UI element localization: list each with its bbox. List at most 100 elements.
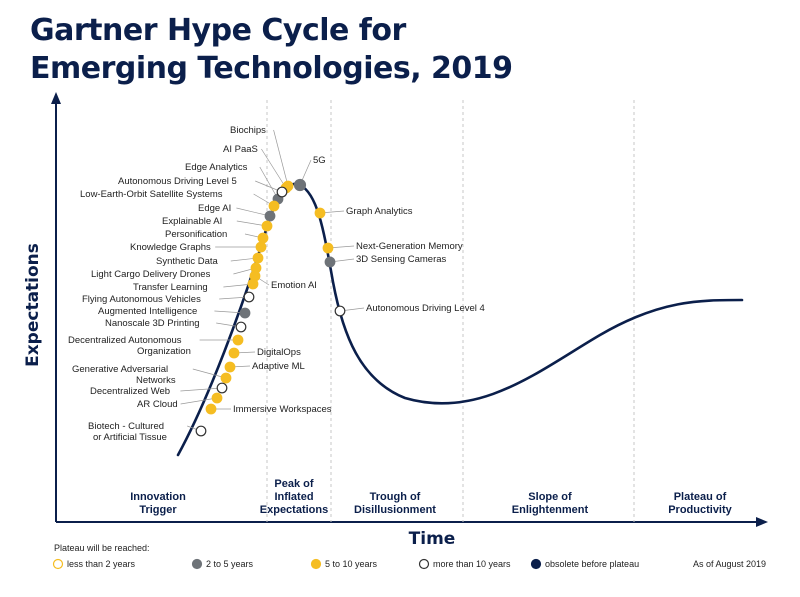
tech-label-generative-adversarial-networks: Generative Adversarial Networks [72,364,176,386]
tech-label-line-2: or Artificial Tissue [93,432,167,443]
tech-label-line-2: Organization [137,346,191,357]
axes: Expectations Time [23,92,768,549]
leader-edge-ai [236,207,271,217]
legend-marker-5-to-10-years [310,558,322,570]
tech-marker-generative-adversarial-networks [220,372,232,384]
as-of-note: As of August 2019 [693,559,766,569]
tech-marker-autonomous-driving-level-5 [276,186,288,198]
phase-label-line: Trough of [370,491,421,503]
chart-title-line-1: Gartner Hype Cycle for [30,13,406,48]
tech-label-decentralized-web: Decentralized Web [90,386,170,397]
tech-marker-augmented-intelligence [239,307,251,319]
leader-ai-paas [261,148,287,189]
phase-label-line: Productivity [668,504,732,516]
tech-label-ai-paas: AI PaaS [223,144,258,155]
tech-label-edge-ai: Edge AI [198,203,231,214]
tech-label-personification: Personification [165,229,227,240]
legend-label-obsolete-before-plateau: obsolete before plateau [545,559,639,569]
tech-label-nanoscale-3d-printing: Nanoscale 3D Printing [105,318,200,329]
tech-label-knowledge-graphs: Knowledge Graphs [130,242,211,253]
tech-marker-adaptive-ml [224,361,236,373]
tech-marker-synthetic-data [252,252,264,264]
legend-marker-less-than-2-years [52,558,64,570]
tech-label-3d-sensing-cameras: 3D Sensing Cameras [356,254,447,265]
leader-biochips [273,129,289,187]
tech-label-immersive-workspaces: Immersive Workspaces [233,404,332,415]
tech-label-decentralized-autonomous-organization: Decentralized Autonomous Organization [68,335,191,357]
phase-label-line: Enlightenment [512,504,589,516]
phase-label-line: Slope of [528,491,572,503]
phase-labels: Innovation Trigger Peak of Inflated Expectat… [130,478,732,516]
tech-marker-biotech-cultured-or-artificial-tissue [195,425,207,437]
tech-label-autonomous-driving-level-5: Autonomous Driving Level 5 [118,176,237,187]
phase-label-line: Peak of [274,478,313,490]
tech-label-emotion-ai: Emotion AI [271,280,317,291]
tech-label-5g: 5G [313,155,326,166]
tech-marker-immersive-workspaces [205,403,217,415]
tech-label-edge-analytics: Edge Analytics [185,162,248,173]
tech-marker-explainable-ai [261,220,273,232]
tech-label-autonomous-driving-level-4: Autonomous Driving Level 4 [366,303,485,314]
x-axis-title: Time [409,529,456,549]
tech-marker-flying-autonomous-vehicles [243,291,255,303]
chart-title: Gartner Hype Cycle for Emerging Technolo… [30,12,513,88]
leader-ar-cloud [180,397,218,405]
tech-marker-decentralized-web [216,382,228,394]
leader-edge-analytics [259,166,279,200]
phase-label-trough-of-disillusionment: Trough of Disillusionment [354,491,436,516]
leader-decentralized-web [180,387,223,392]
phase-label-innovation-trigger: Innovation Trigger [130,491,186,516]
tech-label-ar-cloud: AR Cloud [137,399,178,410]
tech-marker-decentralized-autonomous-organization [232,334,244,346]
tech-marker-next-generation-memory [322,242,334,254]
tech-label-augmented-intelligence: Augmented Intelligence [98,306,197,317]
tech-label-transfer-learning: Transfer Learning [133,282,208,293]
phase-label-line: Inflated [274,491,313,503]
legend: Plateau will be reached: less than 2 year… [52,543,766,570]
phase-label-peak-of-inflated-expectations: Peak of Inflated Expectations [260,478,328,516]
tech-label-line-1: Generative Adversarial [72,364,168,375]
legend-marker-obsolete-before-plateau [530,558,542,570]
legend-marker-2-to-5-years [191,558,203,570]
tech-label-digitalops: DigitalOps [257,347,301,358]
tech-marker-edge-ai [264,210,276,222]
tech-label-biochips: Biochips [230,125,266,136]
phase-label-line: Disillusionment [354,504,436,516]
tech-marker-knowledge-graphs [255,241,267,253]
tech-label-synthetic-data: Synthetic Data [156,256,218,267]
tech-marker-3d-sensing-cameras [324,256,336,268]
tech-marker-autonomous-driving-level-4 [334,305,346,317]
tech-label-line-1: Biotech - Cultured [88,421,164,432]
tech-marker-digitalops [228,347,240,359]
legend-label-5-to-10-years: 5 to 10 years [325,559,378,569]
tech-label-line-2: Networks [136,375,176,386]
tech-label-next-generation-memory: Next-Generation Memory [356,241,463,252]
legend-label-2-to-5-years: 2 to 5 years [206,559,254,569]
y-axis-title: Expectations [23,243,43,367]
tech-label-low-earth-orbit-satellite-systems: Low-Earth-Orbit Satellite Systems [80,189,223,200]
technology-labels: Biochips AI PaaS Edge Analytics Autonomous … [68,125,485,443]
chart-title-line-2: Emerging Technologies, 2019 [30,51,513,86]
tech-label-explainable-ai: Explainable AI [162,216,222,227]
tech-label-biotech-cultured-or-artificial-tissue: Biotech - Cultured or Artificial Tissue [88,421,167,443]
tech-label-flying-autonomous-vehicles: Flying Autonomous Vehicles [82,294,201,305]
tech-label-light-cargo-delivery-drones: Light Cargo Delivery Drones [91,269,211,280]
phase-label-line: Trigger [139,504,177,516]
tech-marker-nanoscale-3d-printing [235,321,247,333]
legend-heading: Plateau will be reached: [54,543,150,553]
tech-marker-low-earth-orbit-satellite-systems [268,200,280,212]
tech-marker-personification [257,232,269,244]
phase-label-line: Plateau of [674,491,727,503]
phase-label-line: Innovation [130,491,186,503]
tech-label-line-1: Decentralized Autonomous [68,335,182,346]
tech-label-adaptive-ml: Adaptive ML [252,361,305,372]
tech-marker-5g [293,178,307,192]
x-axis-arrow [756,517,768,527]
legend-label-less-than-2-years: less than 2 years [67,559,136,569]
phase-label-plateau-of-productivity: Plateau of Productivity [668,491,732,516]
technology-markers [195,178,346,437]
legend-marker-more-than-10-years [418,558,430,570]
tech-marker-emotion-ai [249,270,261,282]
tech-marker-graph-analytics [314,207,326,219]
